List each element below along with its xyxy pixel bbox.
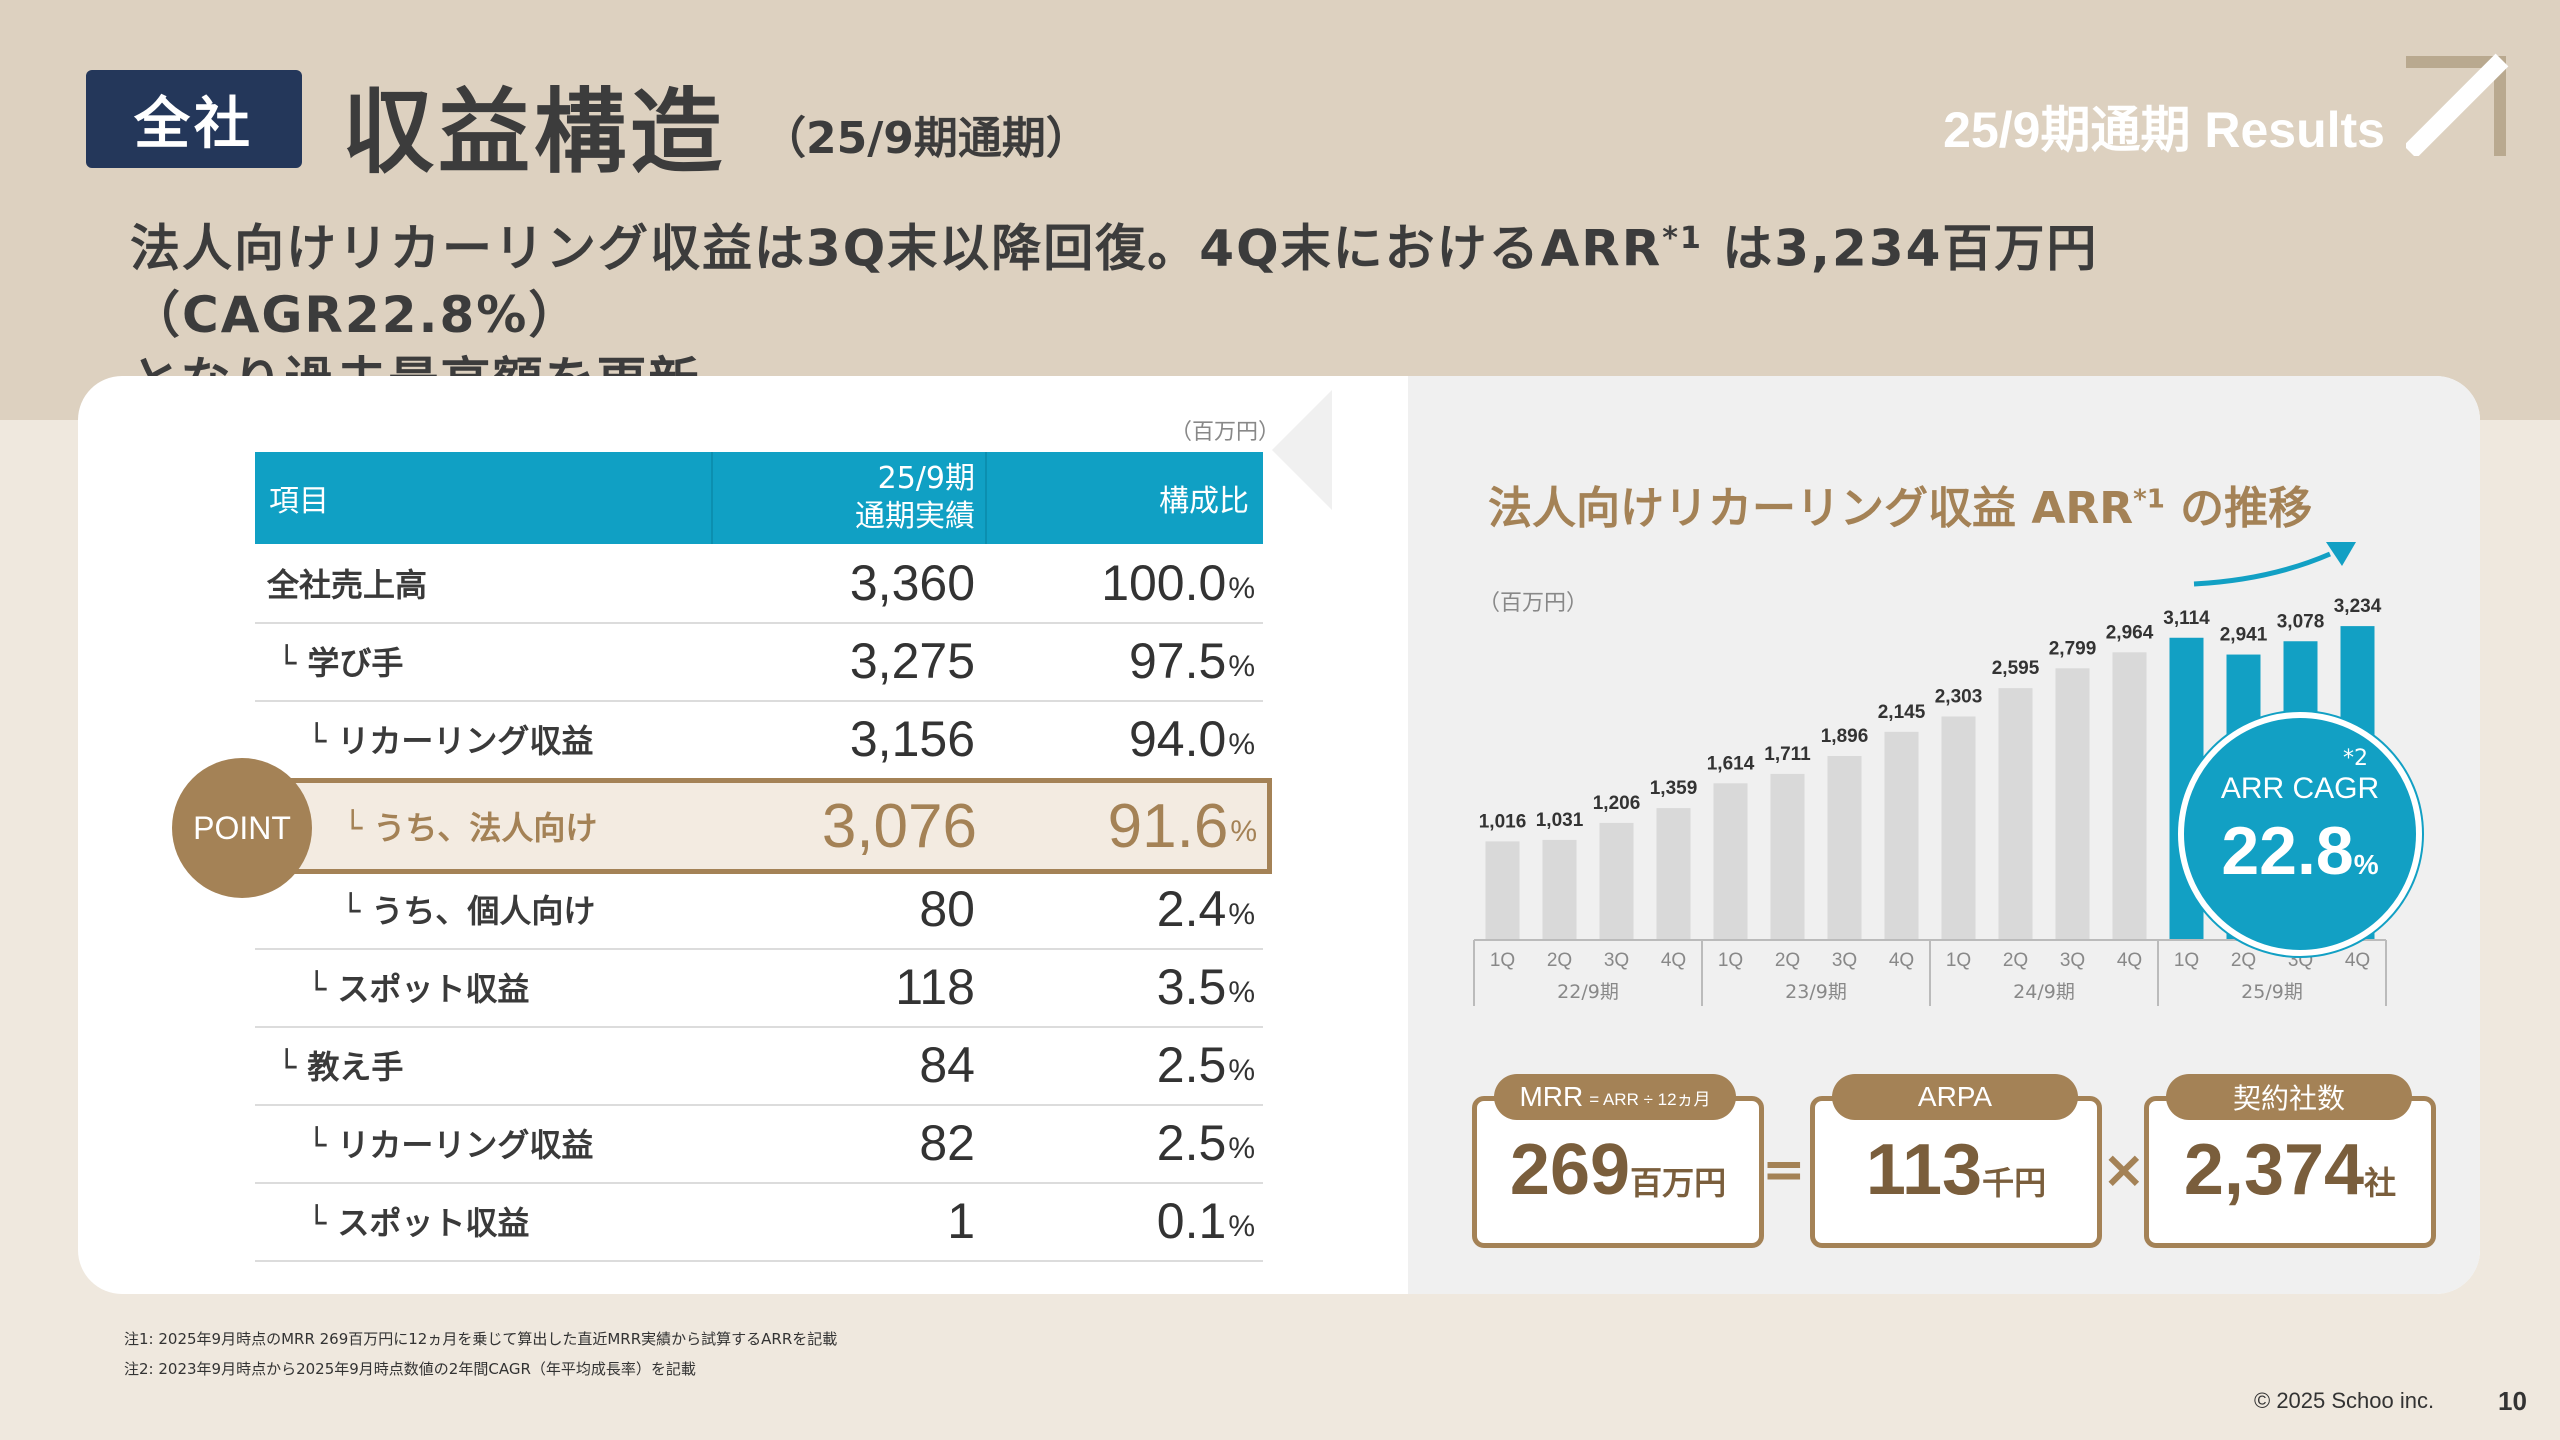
group-label: 22/9期 xyxy=(1557,981,1619,1003)
data-label: 2,145 xyxy=(1878,702,1926,723)
data-label: 1,031 xyxy=(1536,810,1584,831)
data-label: 1,614 xyxy=(1707,753,1755,774)
table-row-highlight: └ うち、法人向け 3,076 91.6% xyxy=(252,778,1272,874)
data-label: 1,016 xyxy=(1479,811,1527,832)
table-row: └ スポット収益 1 0.1% xyxy=(255,1182,1263,1262)
col-period: 25/9期 通期実績 xyxy=(855,461,975,534)
data-label: 3,234 xyxy=(2334,596,2382,617)
header-band xyxy=(0,0,2560,420)
chart-unit: （百万円） xyxy=(1478,591,1588,616)
bar xyxy=(2112,652,2147,940)
tick-label: 3Q xyxy=(2060,950,2085,971)
equals-icon: = xyxy=(1762,1140,1806,1200)
data-label: 1,896 xyxy=(1821,726,1869,747)
table-header: 項目 25/9期 通期実績 構成比 xyxy=(255,452,1263,544)
bar xyxy=(1656,808,1691,940)
bar xyxy=(1485,841,1520,940)
trend-arrow-icon xyxy=(2193,551,2331,587)
tick-label: 3Q xyxy=(1604,950,1629,971)
bar xyxy=(1827,755,1862,940)
tick-label: 4Q xyxy=(2345,950,2370,971)
tick-label: 1Q xyxy=(1718,950,1743,971)
table-row: └ リカーリング収益 82 2.5% xyxy=(255,1104,1263,1184)
contracts-box: 2,374社 xyxy=(2144,1096,2436,1248)
tick-label: 2Q xyxy=(2231,950,2256,971)
page-title: 収益構造 xyxy=(342,79,727,186)
tick-label: 2Q xyxy=(2003,950,2028,971)
trend-arrow-head-icon xyxy=(2326,542,2356,566)
data-label: 2,303 xyxy=(1935,686,1983,707)
tick-label: 1Q xyxy=(1490,950,1515,971)
tick-label: 4Q xyxy=(1661,950,1686,971)
data-label: 3,114 xyxy=(2163,608,2210,629)
table-unit: （百万円） xyxy=(1170,420,1281,445)
contracts-label: 契約社数 xyxy=(2166,1074,2412,1120)
col-ratio: 構成比 xyxy=(1159,484,1249,519)
page-subtitle: （25/9期通期） xyxy=(762,113,1090,164)
bar xyxy=(1998,688,2033,940)
footnote-2: 注2: 2023年9月時点から2025年9月時点数値の2年間CAGR（年平均成長… xyxy=(124,1360,696,1378)
table-row: └ リカーリング収益 3,156 94.0% xyxy=(255,700,1263,780)
bar xyxy=(1599,822,1634,940)
tick-label: 2Q xyxy=(1775,950,1800,971)
point-badge: POINT xyxy=(172,758,312,898)
data-label: 1,359 xyxy=(1650,778,1698,799)
data-label: 3,078 xyxy=(2277,611,2325,632)
mrr-label: MRR = ARR ÷ 12ヵ月 xyxy=(1494,1074,1736,1120)
data-label: 2,595 xyxy=(1992,658,2040,679)
tick-label: 1Q xyxy=(1946,950,1971,971)
tick-label: 3Q xyxy=(1832,950,1857,971)
bar xyxy=(1713,783,1748,940)
data-label: 1,711 xyxy=(1764,744,1811,765)
bar xyxy=(1884,731,1919,940)
table-row: └ うち、個人向け 80 2.4% xyxy=(255,870,1263,950)
tick-label: 4Q xyxy=(1889,950,1914,971)
page-number: 10 xyxy=(2498,1386,2527,1416)
bar xyxy=(1770,773,1805,940)
table-row: └ スポット収益 118 3.5% xyxy=(255,948,1263,1028)
group-label: 25/9期 xyxy=(2241,981,2303,1003)
data-label: 2,964 xyxy=(2106,622,2154,643)
table-row: └ 学び手 3,275 97.5% xyxy=(255,622,1263,702)
tick-label: 2Q xyxy=(1547,950,1572,971)
group-label: 24/9期 xyxy=(2013,981,2075,1003)
footnote-1: 注1: 2025年9月時点のMRR 269百万円に12ヵ月を乗じて算出した直近M… xyxy=(124,1330,838,1348)
bar xyxy=(1542,839,1577,940)
section-badge: 全社 xyxy=(86,70,302,168)
data-label: 1,206 xyxy=(1593,793,1641,814)
copyright: © 2025 Schoo inc. xyxy=(2254,1388,2435,1413)
arpa-label: ARPA xyxy=(1832,1074,2078,1120)
mrr-box: 269百万円 xyxy=(1472,1096,1764,1248)
bar xyxy=(2055,668,2090,940)
results-label: 25/9期通期 Results xyxy=(1943,102,2385,158)
col-item: 項目 xyxy=(269,484,329,519)
callout-pointer xyxy=(1272,390,1332,510)
tick-label: 1Q xyxy=(2174,950,2199,971)
data-label: 2,799 xyxy=(2049,638,2097,659)
cagr-circle: *2 ARR CAGR 22.8% xyxy=(2178,712,2422,956)
multiply-icon: × xyxy=(2102,1140,2146,1200)
bar xyxy=(1941,716,1976,940)
logo-icon xyxy=(2406,53,2509,156)
table-row: 全社売上高 3,360 100.0% xyxy=(255,544,1263,624)
chart-title: 法人向けリカーリング収益 ARR*1 の推移 xyxy=(1488,483,2313,534)
arpa-box: 113千円 xyxy=(1810,1096,2102,1248)
data-label: 2,941 xyxy=(2220,625,2268,646)
group-label: 23/9期 xyxy=(1785,981,1847,1003)
tick-label: 4Q xyxy=(2117,950,2142,971)
table-row: └ 教え手 84 2.5% xyxy=(255,1026,1263,1106)
